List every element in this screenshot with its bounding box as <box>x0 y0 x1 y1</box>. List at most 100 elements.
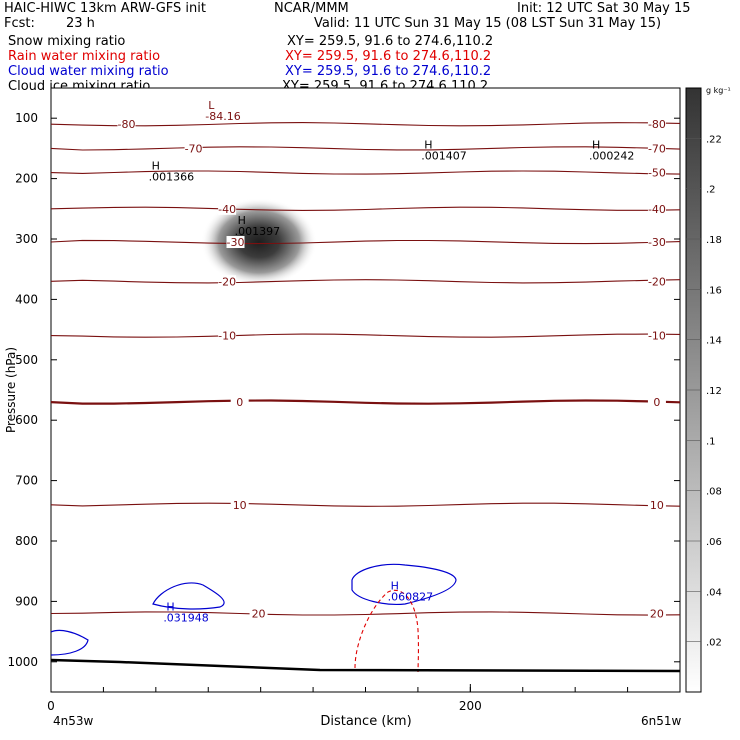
temperature-label-background <box>647 142 666 155</box>
temperature-contour-line <box>50 122 681 127</box>
y-tick-label: 500 <box>15 353 38 367</box>
colorbar-tick-label: .12 <box>706 386 722 397</box>
temperature-contour-label: 20 <box>650 607 664 620</box>
temperature-contour-label: 20 <box>252 607 266 620</box>
colorbar-tick-label: .08 <box>706 487 722 498</box>
field-xy-rain: XY= 259.5, 91.6 to 274.6,110.2 <box>285 49 492 64</box>
temperature-label-background <box>647 275 666 288</box>
temperature-label-background <box>218 275 237 288</box>
cloud-water-contour-edge <box>50 629 89 656</box>
y-tick-label: 800 <box>15 534 38 548</box>
x-tick-label: 0 <box>47 699 55 713</box>
colorbar-tick-label: .02 <box>706 638 722 649</box>
temperature-label-background <box>218 202 237 215</box>
temperature-contour-line <box>50 146 681 151</box>
extremum-marker: H <box>391 579 399 592</box>
right-end-label: 6n51w <box>641 714 682 728</box>
x-tick-label: 200 <box>459 699 482 713</box>
y-tick-label: 300 <box>15 232 38 246</box>
extremum-value: .001407 <box>421 149 467 162</box>
temperature-contour-label: -50 <box>648 167 666 180</box>
temperature-contour-label: 0 <box>236 396 243 409</box>
extremum-value: .001366 <box>149 171 195 184</box>
field-name-snow: Snow mixing ratio <box>8 34 126 49</box>
temperature-contour-line <box>50 206 681 211</box>
temperature-contours <box>50 122 681 616</box>
temperature-label-background <box>230 498 249 511</box>
temperature-contour-line <box>50 611 681 616</box>
temperature-contour-label: -70 <box>648 142 666 155</box>
extremum-marker: L <box>208 99 215 112</box>
temperature-label-background <box>230 396 249 409</box>
colorbar-tick-label: .06 <box>706 537 722 548</box>
extremum-marker: H <box>424 138 432 151</box>
temperature-label-background <box>647 396 666 409</box>
forecast-label: Fcst: <box>4 16 35 31</box>
field-xy-cloud-water: XY= 259.5, 91.6 to 274.6,110.2 <box>285 64 492 79</box>
temperature-label-background <box>218 329 237 342</box>
extremum-value: -84.16 <box>205 110 240 123</box>
cloud-water-contour-left <box>152 582 225 610</box>
colorbar-ticks: .02 .04 .06 .08 .1 .12 .14 .16 .18 .2 .22 <box>686 134 722 649</box>
temperature-contour-line <box>50 170 681 175</box>
init-time: Init: 12 UTC Sat 30 May 15 <box>517 1 691 16</box>
extremum-value: .000242 <box>589 149 635 162</box>
temperature-contour-line <box>50 333 681 338</box>
plot-frame <box>50 87 681 693</box>
temperature-contour-line <box>50 239 681 245</box>
extremum-value: .060827 <box>388 590 434 603</box>
temperature-contour-label: -80 <box>648 118 666 131</box>
snow-shading <box>201 198 317 286</box>
temperature-contour-line <box>50 502 681 507</box>
colorbar-tick-label: .1 <box>706 436 716 447</box>
cloud-water-contour-center <box>351 563 457 605</box>
temperature-contour-label: -20 <box>648 275 666 288</box>
colorbar-unit: g kg⁻¹ <box>706 86 731 95</box>
colorbar-tick-label: .2 <box>706 185 716 196</box>
temperature-contour-label: -10 <box>218 330 236 343</box>
temperature-label-background <box>647 118 666 131</box>
temperature-label-background <box>647 236 666 249</box>
forecast-hours: 23 h <box>66 16 95 31</box>
y-tick-label: 600 <box>15 413 38 427</box>
temperature-contour-line <box>50 279 681 284</box>
rain-water-contour <box>354 589 419 673</box>
temperature-contour-labels: -80 -80 -70 -70 -50 -40 -40 -30 -30 -20 -20 -10 -10 0… <box>117 118 666 620</box>
temperature-label-background <box>117 118 136 131</box>
field-name-rain: Rain water mixing ratio <box>8 49 161 64</box>
extremum-marker: H <box>592 138 600 151</box>
colorbar-tick-label: .14 <box>706 336 722 347</box>
left-end-label: 4n53w <box>53 714 94 728</box>
extrema-markers: L-84.16H.001366H.001397H.001407H.000242H… <box>149 99 635 624</box>
y-tick-label: 1000 <box>7 655 38 669</box>
extremum-marker: H <box>166 600 174 613</box>
terrain-line <box>50 658 681 673</box>
temperature-contour-label: 10 <box>650 499 664 512</box>
temperature-contour-label: -20 <box>218 275 236 288</box>
temperature-contour-label: -10 <box>648 330 666 343</box>
temperature-label-background <box>249 607 268 620</box>
y-tick-label: 200 <box>15 172 38 186</box>
y-tick-label: 700 <box>15 474 38 488</box>
temperature-label-background <box>226 236 245 249</box>
extremum-value: .001397 <box>235 225 281 238</box>
extremum-value: .031948 <box>163 611 209 624</box>
temperature-contour-label: -40 <box>648 203 666 216</box>
temperature-contour-label: -40 <box>218 203 236 216</box>
colorbar-tick-label: .18 <box>706 235 722 246</box>
temperature-label-background <box>647 607 666 620</box>
extremum-marker: H <box>152 160 160 173</box>
center-label: NCAR/MMM <box>274 1 349 16</box>
extremum-marker: H <box>238 214 246 227</box>
y-tick-label: 100 <box>15 111 38 125</box>
temperature-label-background <box>184 142 203 155</box>
temperature-contour-label: -30 <box>648 236 666 249</box>
temperature-contour-label: -80 <box>117 118 135 131</box>
colorbar-tick-label: .22 <box>706 134 722 145</box>
temperature-label-background <box>647 498 666 511</box>
temperature-contour-label: -70 <box>185 142 203 155</box>
temperature-contour-label: 0 <box>653 396 660 409</box>
model-title: HAIC-HIWC 13km ARW-GFS init <box>4 1 206 16</box>
